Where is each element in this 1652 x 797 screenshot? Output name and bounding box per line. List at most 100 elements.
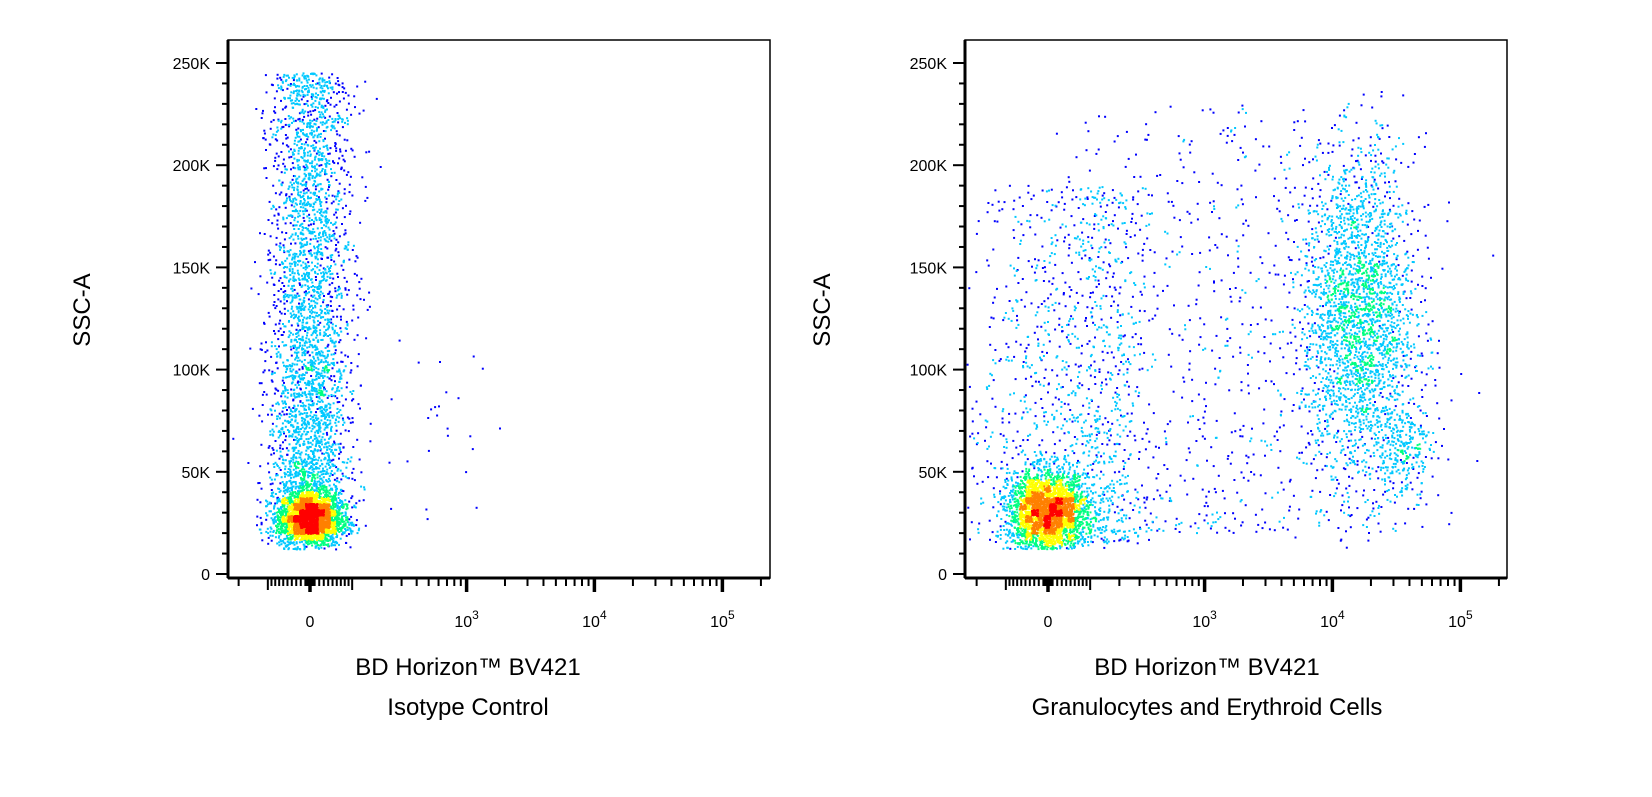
data-point — [287, 512, 290, 515]
data-point — [340, 292, 343, 295]
data-point — [325, 494, 328, 497]
data-point — [326, 84, 328, 87]
data-point — [303, 152, 306, 155]
data-point — [325, 201, 328, 204]
data-point — [319, 135, 322, 138]
data-point — [273, 214, 276, 217]
data-point — [274, 156, 277, 159]
data-point — [280, 99, 282, 102]
data-point — [332, 504, 335, 507]
data-point — [285, 194, 288, 197]
data-point — [309, 501, 312, 504]
data-point — [290, 524, 293, 527]
data-point — [331, 387, 334, 390]
data-point — [295, 548, 298, 551]
data-point — [331, 272, 334, 275]
data-point — [318, 506, 321, 509]
data-point — [306, 125, 309, 128]
data-point — [281, 524, 284, 527]
data-point — [279, 327, 282, 330]
data-point — [312, 86, 315, 89]
data-point — [280, 540, 283, 543]
data-point — [322, 491, 325, 494]
data-point — [298, 89, 301, 92]
data-point — [302, 206, 305, 209]
data-point — [314, 109, 317, 112]
data-point — [328, 363, 331, 366]
data-point — [329, 147, 332, 150]
data-point — [306, 346, 309, 349]
data-point — [294, 210, 297, 213]
data-point — [295, 314, 298, 317]
data-point — [347, 430, 350, 433]
data-point — [284, 206, 287, 209]
data-point — [299, 307, 302, 310]
data-point — [277, 212, 280, 215]
data-point — [315, 175, 318, 178]
data-point — [298, 531, 301, 534]
data-point — [312, 228, 315, 231]
data-point — [303, 147, 306, 150]
data-point — [270, 489, 273, 491]
data-point — [303, 500, 306, 503]
data-point — [318, 81, 321, 84]
data-point — [339, 442, 342, 445]
data-point — [309, 122, 312, 124]
data-point — [310, 471, 313, 474]
data-point — [331, 520, 334, 522]
data-point — [297, 334, 300, 337]
data-point — [277, 155, 280, 158]
data-point — [323, 380, 325, 383]
data-point — [298, 79, 301, 82]
data-point — [297, 168, 300, 171]
data-point — [293, 525, 296, 528]
data-point — [299, 388, 302, 391]
data-point — [271, 422, 274, 425]
data-point — [326, 323, 329, 326]
data-point — [300, 486, 303, 489]
data-point — [360, 277, 363, 280]
data-point — [304, 175, 307, 178]
data-point — [326, 413, 329, 416]
data-point — [267, 446, 270, 449]
data-point — [330, 256, 333, 259]
data-point — [318, 174, 321, 177]
data-point — [312, 202, 315, 205]
data-point — [304, 423, 306, 426]
data-point — [321, 485, 324, 488]
data-point — [332, 544, 335, 547]
data-point — [329, 435, 332, 438]
data-point — [328, 318, 331, 321]
data-point — [327, 516, 330, 519]
data-point — [320, 72, 323, 75]
data-point — [283, 285, 286, 287]
data-point — [312, 536, 314, 539]
data-point — [308, 368, 311, 371]
data-point — [287, 83, 290, 86]
data-point — [307, 539, 310, 542]
data-point — [304, 464, 307, 467]
data-point — [301, 226, 304, 228]
data-point — [300, 81, 303, 84]
data-point — [275, 463, 278, 466]
data-point — [314, 329, 317, 332]
data-point — [282, 125, 285, 128]
data-point — [287, 97, 290, 100]
data-point — [358, 287, 361, 290]
data-point — [273, 506, 276, 508]
data-point — [292, 153, 294, 156]
data-point — [303, 412, 306, 415]
data-point — [324, 239, 327, 242]
data-point — [281, 527, 284, 530]
data-point — [293, 363, 296, 366]
data-point — [324, 465, 327, 468]
data-point — [323, 368, 326, 371]
data-point — [313, 134, 316, 137]
data-point — [318, 491, 321, 494]
data-point — [320, 350, 323, 353]
data-point — [328, 233, 331, 236]
data-point — [296, 341, 299, 343]
data-point — [340, 374, 343, 377]
data-point — [327, 464, 330, 466]
data-point — [446, 427, 449, 430]
